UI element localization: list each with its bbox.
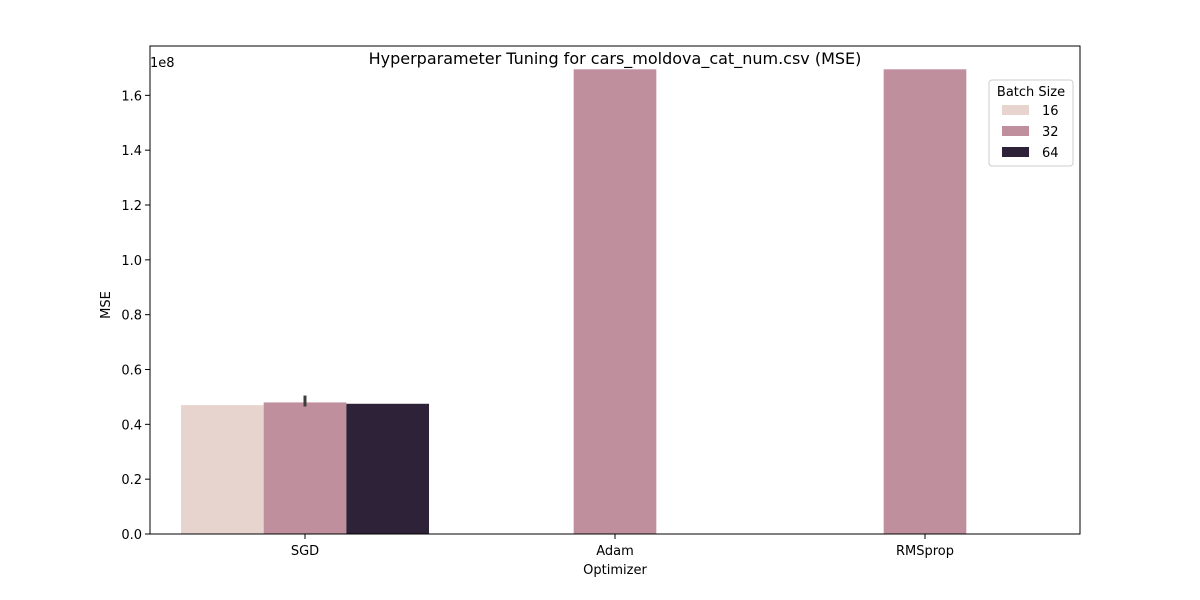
legend: Batch Size 16 32 64 — [988, 79, 1074, 167]
y-tick-label: 0.6 — [121, 364, 142, 379]
x-tick-label: Adam — [596, 544, 634, 559]
y-tick-label: 0.2 — [121, 473, 142, 488]
y-tick-label: 1.0 — [121, 254, 142, 269]
legend-swatch-16 — [1002, 105, 1029, 115]
legend-swatch-64 — [1002, 147, 1029, 157]
y-axis-label: MSE — [99, 291, 114, 319]
bar-rmsprop-batch-32 — [883, 69, 967, 534]
bar-sgd-batch-64 — [346, 403, 429, 534]
legend-label-16: 16 — [1042, 104, 1059, 119]
y-tick-label: 0.0 — [121, 528, 142, 543]
y-tick-label: 1.2 — [121, 199, 142, 214]
y-offset-label: 1e8 — [150, 56, 175, 71]
legend-label-32: 32 — [1042, 125, 1059, 140]
bar-adam-batch-32 — [573, 69, 657, 534]
plot-area: 0.0 0.2 0.4 0.6 0.8 1.0 1.2 1.4 1.6 SGD Adam RMSpro… — [121, 45, 1081, 559]
chart-title: Hyperparameter Tuning for cars_moldova_c… — [369, 49, 862, 69]
y-tick-label: 1.6 — [121, 89, 142, 104]
legend-label-64: 64 — [1042, 146, 1059, 161]
bar-sgd-batch-32 — [263, 402, 347, 534]
legend-swatch-32 — [1002, 126, 1029, 136]
y-tick-label: 1.4 — [121, 144, 142, 159]
bar-sgd-batch-16 — [181, 405, 264, 534]
legend-frame — [988, 79, 1074, 167]
x-tick-label: SGD — [291, 544, 319, 559]
y-tick-label: 0.8 — [121, 309, 142, 324]
x-tick-label: RMSprop — [896, 544, 954, 559]
y-tick-label: 0.4 — [121, 418, 142, 433]
legend-title: Batch Size — [997, 85, 1065, 100]
x-axis-label: Optimizer — [583, 563, 647, 578]
